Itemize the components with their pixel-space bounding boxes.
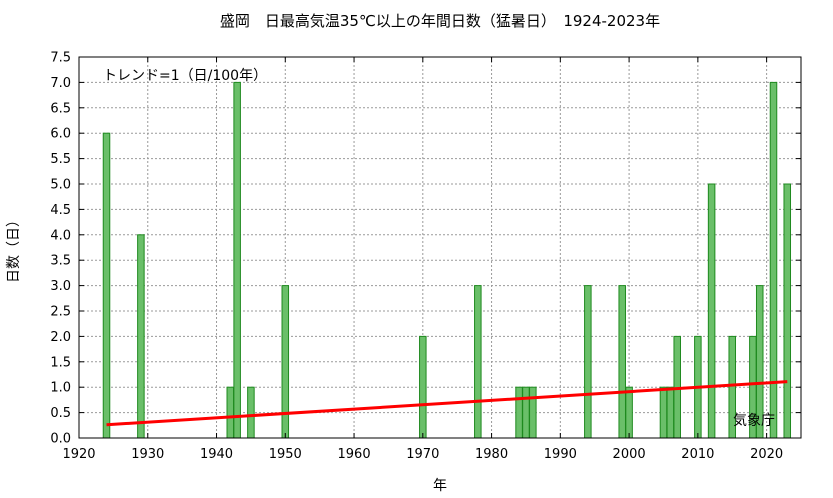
y-tick-label: 7.5 xyxy=(50,51,71,66)
y-tick-label: 0.0 xyxy=(50,432,71,447)
y-tick-label: 1.0 xyxy=(50,381,71,396)
trend-line xyxy=(106,380,788,427)
y-tick-label: 2.5 xyxy=(50,305,71,320)
x-tick-label: 1990 xyxy=(544,447,577,462)
source-label: 気象庁 xyxy=(733,413,775,429)
bar-1950 xyxy=(281,285,290,439)
y-tick-label: 6.5 xyxy=(50,101,71,116)
bar-2021 xyxy=(769,81,778,439)
y-tick-label: 5.5 xyxy=(50,152,71,167)
bar-1985 xyxy=(522,386,530,439)
y-tick-label: 3.0 xyxy=(50,279,71,294)
bar-2000 xyxy=(625,386,633,439)
bar-1986 xyxy=(529,386,537,439)
bar-2023 xyxy=(783,183,792,439)
trend-layer xyxy=(106,380,788,427)
bar-1942 xyxy=(226,386,235,439)
y-tick-label: 1.5 xyxy=(50,355,71,370)
y-tick-label: 7.0 xyxy=(50,76,71,91)
chart-title: 盛岡 日最高気温35℃以上の年間日数（猛暑日） 1924-2023年 xyxy=(220,12,660,30)
y-tick-label: 0.5 xyxy=(50,406,71,421)
x-tick-label: 1960 xyxy=(338,447,371,462)
bar-1970 xyxy=(419,335,427,439)
bar-1999 xyxy=(618,285,626,439)
x-tick-label: 1970 xyxy=(406,447,439,462)
bar-1924 xyxy=(102,132,111,439)
ticks-layer: 0.0 0.5 1.0 1.5 2.0 2.5 3.0 3.5 4.0 4.5 5.0 5.5 6.0 6… xyxy=(50,51,801,462)
x-tick-label: 2000 xyxy=(613,447,646,462)
y-tick-label: 4.5 xyxy=(50,203,71,218)
x-axis-title: 年 xyxy=(433,478,447,494)
y-axis-title: 日数（日） xyxy=(6,213,22,283)
grid-layer xyxy=(79,57,801,438)
y-tick-label: 6.0 xyxy=(50,127,71,142)
bar-2012 xyxy=(707,183,716,439)
bar-1943 xyxy=(233,81,241,439)
x-tick-label: 1940 xyxy=(200,447,233,462)
x-tick-label: 1930 xyxy=(131,447,164,462)
x-tick-label: 2020 xyxy=(750,447,783,462)
x-tick-label: 1980 xyxy=(475,447,508,462)
bar-1984 xyxy=(515,386,523,439)
y-tick-label: 2.0 xyxy=(50,330,71,345)
y-tick-label: 4.0 xyxy=(50,228,71,243)
plot-frame xyxy=(78,56,802,439)
bar-2005 xyxy=(659,386,668,439)
bar-1945 xyxy=(247,386,255,439)
bar-1978 xyxy=(474,285,482,439)
y-tick-label: 3.5 xyxy=(50,254,71,269)
bar-1929 xyxy=(137,234,145,439)
bar-1994 xyxy=(584,285,592,439)
bar-2006 xyxy=(666,386,675,439)
x-tick-label: 1950 xyxy=(269,447,302,462)
x-tick-label: 2010 xyxy=(681,447,714,462)
trend-annotation: トレンド=1（日/100年） xyxy=(103,68,267,84)
x-tick-label: 1920 xyxy=(62,447,95,462)
y-tick-label: 5.0 xyxy=(50,178,71,193)
